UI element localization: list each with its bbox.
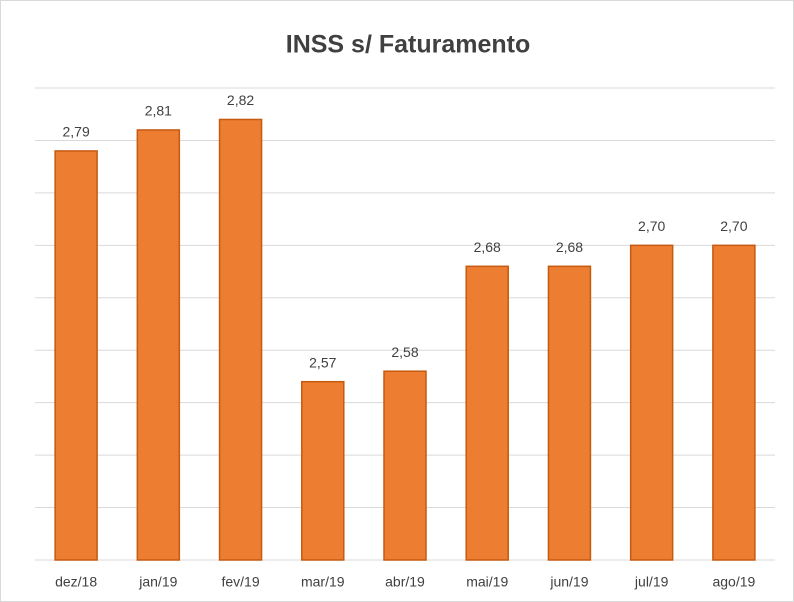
x-tick-label: jan/19 (138, 574, 177, 590)
x-tick-label: abr/19 (385, 574, 425, 590)
bar (629, 244, 674, 561)
bar (218, 118, 263, 561)
x-tick-label: dez/18 (55, 574, 97, 590)
bar (136, 129, 181, 561)
bar (301, 380, 345, 561)
chart-title: INSS s/ Faturamento (286, 31, 531, 59)
data-label: 2,81 (145, 103, 172, 119)
data-label: 2,68 (474, 239, 501, 255)
x-tick-label: fev/19 (221, 574, 259, 590)
x-tick-label: jun/19 (549, 574, 588, 590)
data-label: 2,58 (391, 344, 418, 360)
x-tick-label: mai/19 (466, 574, 508, 590)
data-label: 2,70 (638, 218, 665, 234)
data-label: 2,68 (556, 239, 583, 255)
data-label: 2,79 (62, 124, 89, 140)
bar (54, 150, 98, 561)
x-tick-label: ago/19 (712, 574, 755, 590)
bar (383, 370, 427, 561)
data-label: 2,70 (720, 218, 747, 234)
bar (547, 265, 592, 561)
data-label: 2,82 (227, 92, 254, 108)
bar (465, 265, 509, 561)
x-tick-label: mar/19 (301, 574, 345, 590)
x-tick-label: jul/19 (634, 574, 669, 590)
bar (712, 244, 756, 561)
data-label: 2,57 (309, 354, 336, 370)
